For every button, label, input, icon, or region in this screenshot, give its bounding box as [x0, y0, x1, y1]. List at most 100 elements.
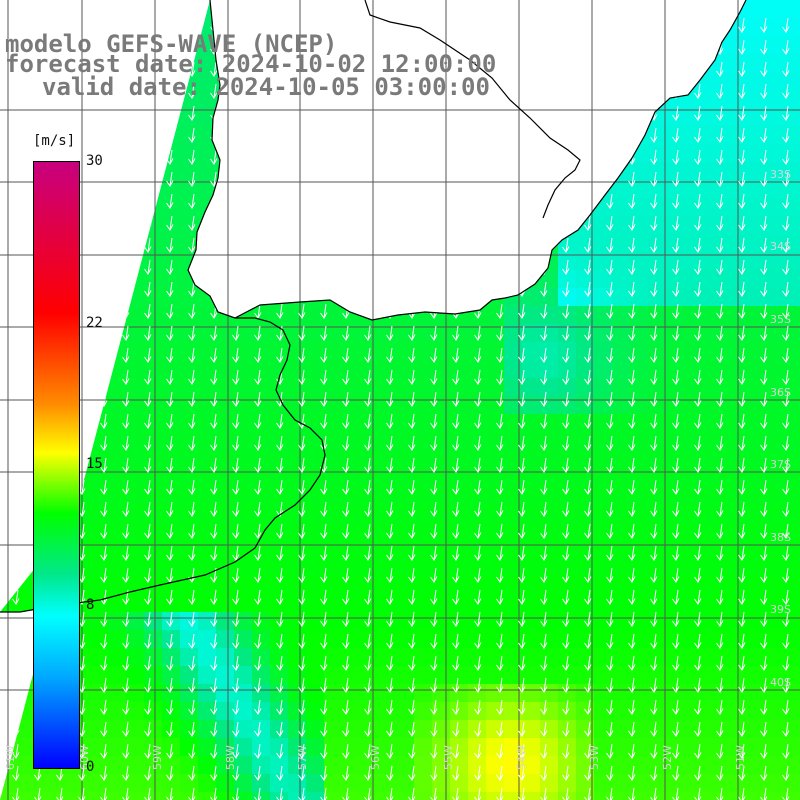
wind-speed-cell [108, 468, 127, 487]
wind-arrow [166, 237, 174, 253]
wind-speed-cell [792, 0, 800, 19]
wind-speed-cell [522, 684, 541, 703]
wind-arrow [496, 611, 504, 627]
wind-arrow [276, 655, 284, 671]
wind-arrow [210, 721, 218, 737]
latitude-label: 39S [770, 603, 791, 616]
wind-speed-cell [558, 0, 577, 19]
wind-arrow [782, 325, 790, 341]
wind-arrow [540, 237, 548, 253]
wind-arrow [232, 743, 240, 759]
wind-speed-cell [0, 360, 19, 379]
wind-arrow [738, 545, 746, 561]
wind-arrow [672, 347, 680, 363]
wind-arrow [298, 259, 306, 275]
wind-arrow [540, 479, 548, 495]
wind-arrow [452, 325, 460, 341]
wind-arrow [540, 105, 548, 121]
wind-speed-cell [396, 144, 415, 163]
wind-speed-cell [738, 72, 757, 91]
wind-arrow [606, 765, 614, 781]
wind-speed-cell [774, 270, 793, 289]
wind-speed-cell [198, 360, 217, 379]
wind-arrow [716, 699, 724, 715]
wind-arrow [672, 677, 680, 693]
wind-arrow [122, 457, 130, 473]
wind-arrow [606, 303, 614, 319]
wind-speed-cell [414, 774, 433, 793]
wind-speed-cell [648, 306, 667, 325]
wind-speed-cell [486, 18, 505, 37]
wind-arrow [188, 303, 196, 319]
wind-speed-cell [324, 198, 343, 217]
wind-arrow [562, 699, 570, 715]
wind-arrow [584, 259, 592, 275]
wind-arrow [298, 149, 306, 165]
wind-arrow [584, 567, 592, 583]
wind-arrow [716, 677, 724, 693]
wind-arrow [342, 479, 350, 495]
wind-speed-cell [612, 612, 631, 631]
wind-arrow [782, 83, 790, 99]
wind-arrow [650, 457, 658, 473]
wind-speed-cell [126, 720, 145, 739]
wind-arrow [716, 523, 724, 539]
wind-speed-cell [792, 612, 800, 631]
wind-speed-cell [162, 360, 181, 379]
wind-arrow [254, 677, 262, 693]
colorbar-tick-8: 8 [86, 597, 95, 614]
wind-arrow [738, 281, 746, 297]
wind-speed-cell [360, 360, 379, 379]
wind-arrow [694, 171, 702, 187]
wind-arrow [452, 677, 460, 693]
wind-arrow [320, 171, 328, 187]
wind-arrow [474, 171, 482, 187]
wind-arrow [760, 743, 768, 759]
wind-arrow [364, 501, 372, 517]
wind-arrow [760, 413, 768, 429]
wind-arrow [276, 523, 284, 539]
latitude-label: 38S [770, 531, 791, 544]
wind-speed-cell [702, 486, 721, 505]
wind-speed-cell [234, 666, 253, 685]
wind-speed-cell [648, 504, 667, 523]
wind-arrow [320, 369, 328, 385]
wind-speed-cell [198, 792, 217, 800]
wind-speed-cell [702, 162, 721, 181]
wind-speed-cell [468, 684, 487, 703]
wind-speed-cell [648, 108, 667, 127]
wind-speed-cell [342, 378, 361, 397]
wind-arrow [452, 127, 460, 143]
wind-arrow [100, 193, 108, 209]
wind-speed-cell [648, 342, 667, 361]
wind-speed-cell [180, 576, 199, 595]
wind-arrow [12, 171, 20, 187]
wind-arrow [408, 17, 416, 33]
wind-speed-cell [666, 36, 685, 55]
wind-speed-cell [360, 612, 379, 631]
wind-speed-cell [468, 324, 487, 343]
wind-speed-cell [450, 216, 469, 235]
wind-speed-cell [630, 468, 649, 487]
wind-speed-cell [630, 576, 649, 595]
wind-speed-cell [486, 432, 505, 451]
wind-speed-cell [702, 288, 721, 307]
wind-speed-cell [792, 414, 800, 433]
wind-speed-cell [576, 342, 595, 361]
wind-arrow [518, 677, 526, 693]
wind-speed-cell [108, 108, 127, 127]
wind-speed-cell [126, 432, 145, 451]
wind-arrow [386, 699, 394, 715]
wind-speed-cell [216, 216, 235, 235]
wind-arrow [738, 721, 746, 737]
wind-arrow [782, 347, 790, 363]
wind-arrow [364, 171, 372, 187]
wind-speed-cell [774, 144, 793, 163]
wind-arrow [408, 127, 416, 143]
wind-arrow [584, 545, 592, 561]
wind-speed-cell [0, 684, 19, 703]
wind-speed-cell [594, 108, 613, 127]
wind-speed-cell [396, 684, 415, 703]
wind-speed-cell [306, 324, 325, 343]
wind-arrow [386, 501, 394, 517]
